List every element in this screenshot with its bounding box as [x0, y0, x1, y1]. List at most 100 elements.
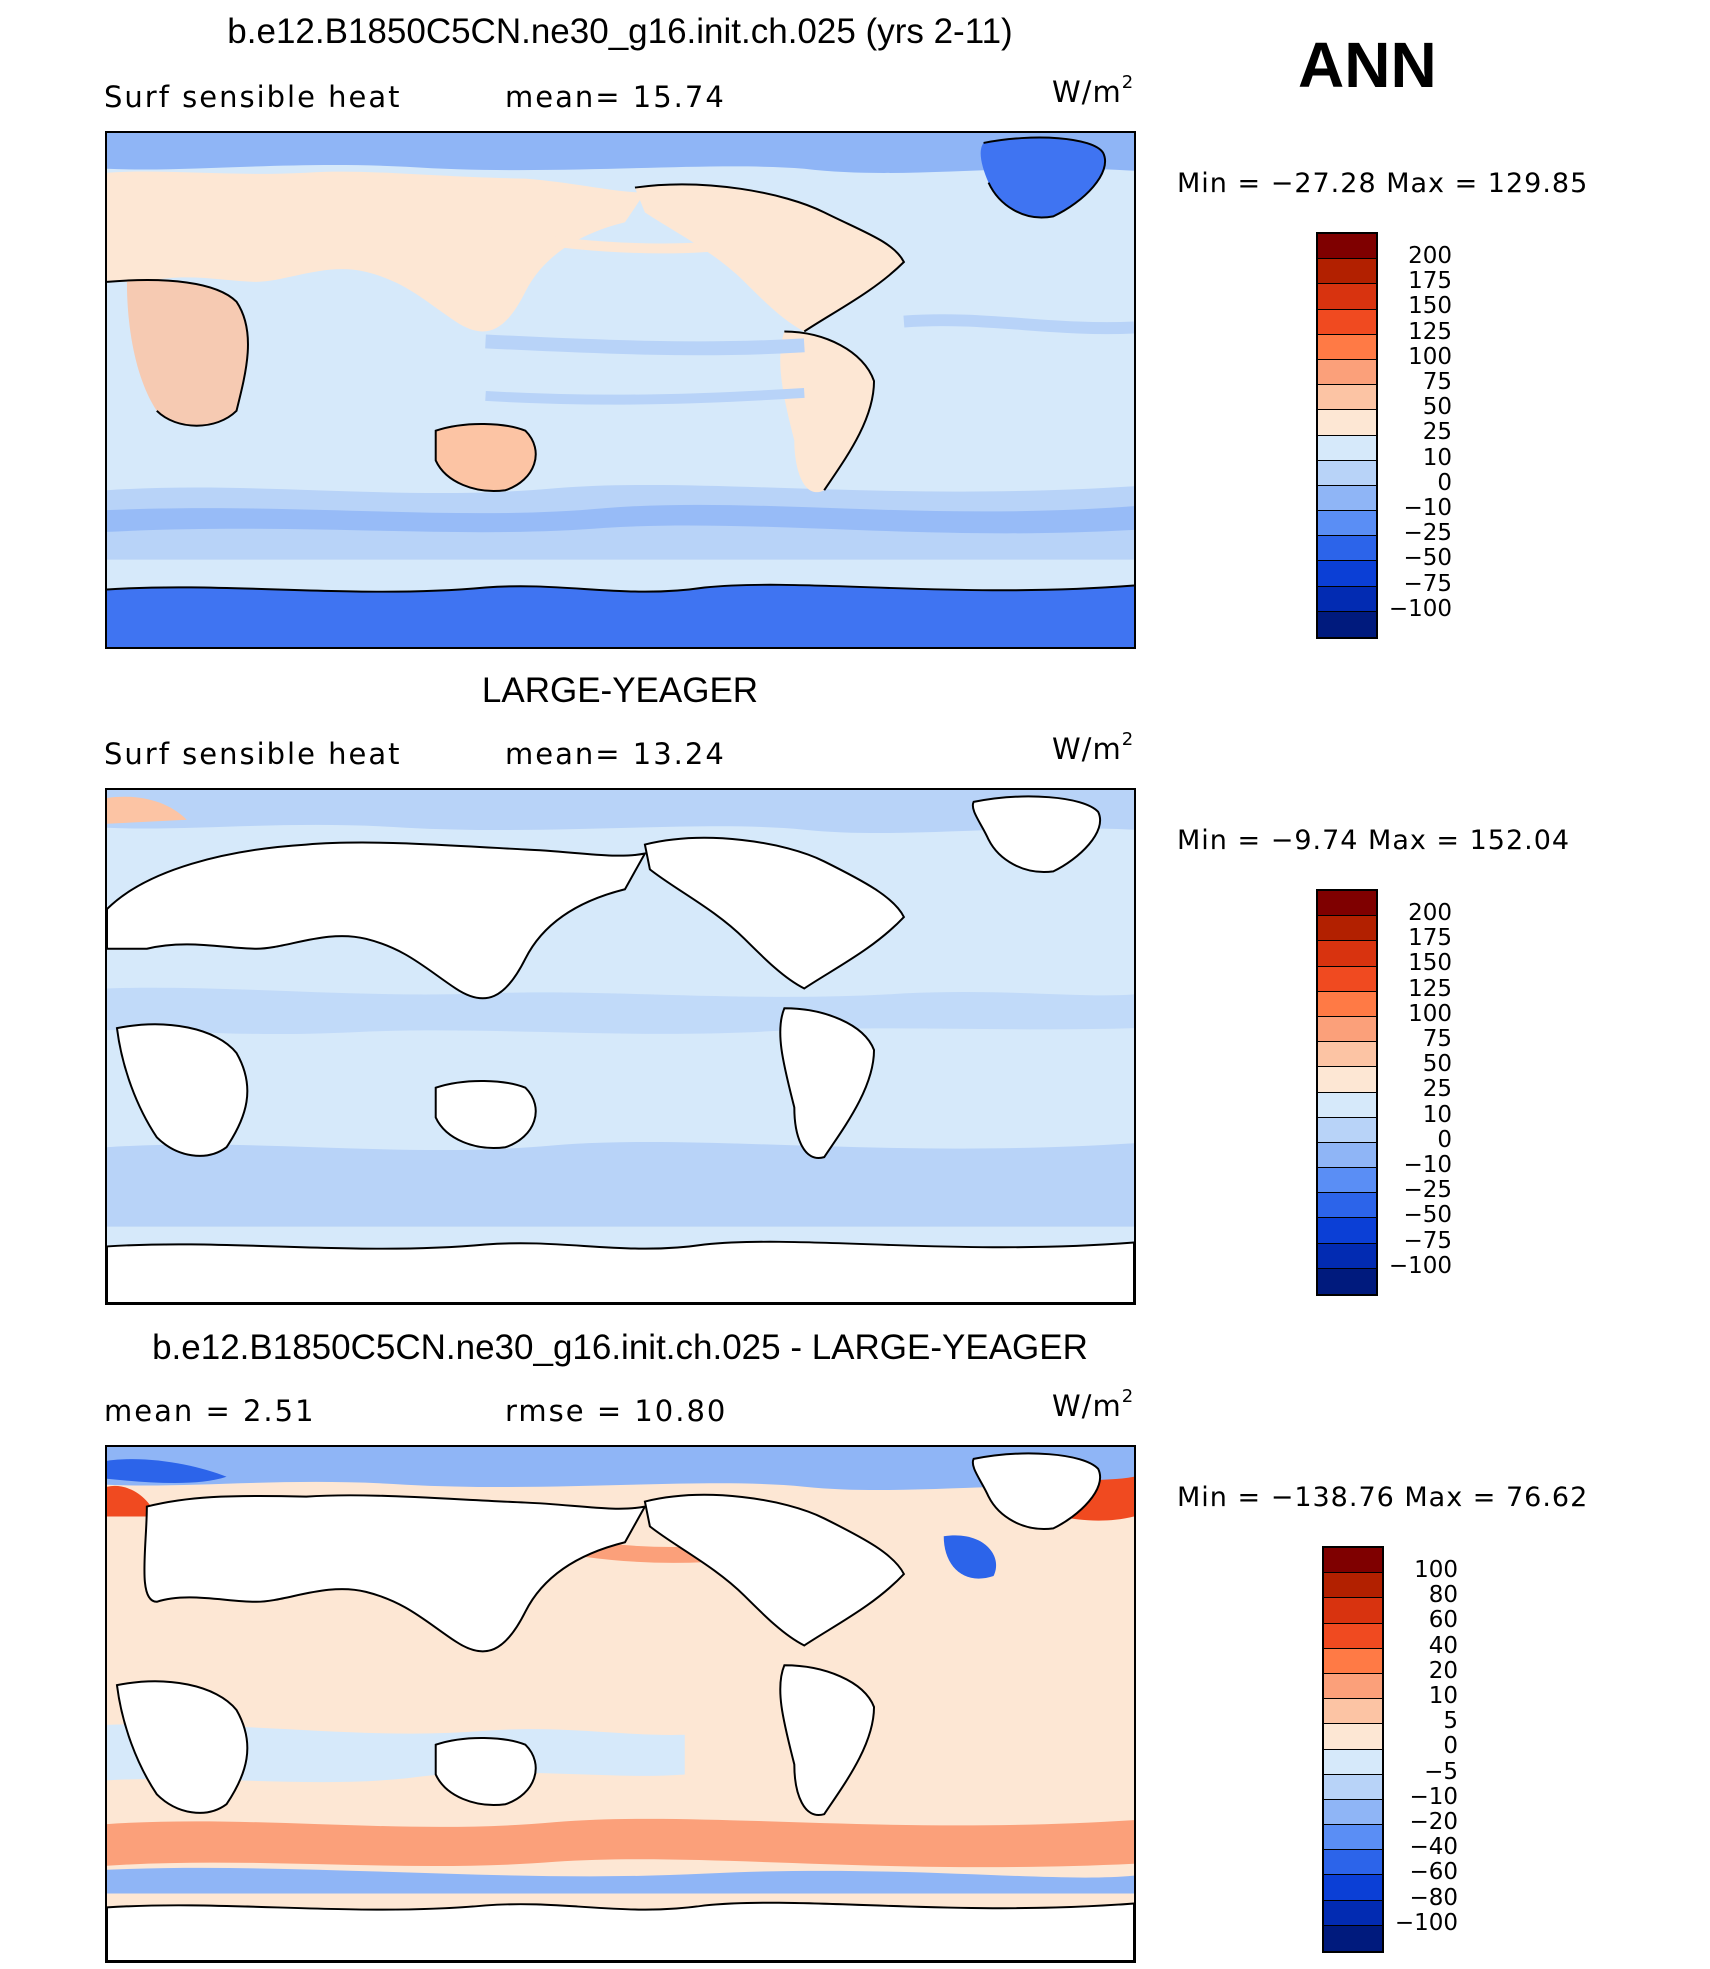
panel-3-title: b.e12.B1850C5CN.ne30_g16.init.ch.025 - L…	[152, 1328, 1088, 1367]
colorbar-box	[1324, 1850, 1382, 1876]
colorbar-label: 0	[1443, 1733, 1458, 1760]
colorbar-label: 125	[1408, 318, 1452, 345]
colorbar-box	[1324, 1900, 1382, 1926]
colorbar-label: −20	[1409, 1809, 1458, 1835]
colorbar-label: −25	[1403, 520, 1452, 547]
colorbar-box	[1318, 941, 1376, 967]
panel-1-map	[105, 131, 1136, 649]
panel-2-variable: Surf sensible heat	[104, 737, 402, 771]
panel-2-mean: mean= 13.24	[505, 737, 726, 771]
panel-1-map-svg	[107, 133, 1134, 647]
colorbar-box	[1318, 1218, 1376, 1244]
colorbar-label: 75	[1422, 369, 1452, 395]
colorbar-box	[1324, 1925, 1382, 1951]
colorbar-box	[1318, 536, 1376, 562]
colorbar-label: 40	[1428, 1632, 1458, 1659]
colorbar-box	[1324, 1774, 1382, 1800]
panel-3-mean: mean = 2.51	[104, 1394, 316, 1428]
colorbar-box	[1318, 309, 1376, 335]
colorbar-label: −80	[1409, 1884, 1458, 1911]
colorbar-box	[1324, 1573, 1382, 1599]
colorbar-label: 10	[1428, 1683, 1458, 1709]
colorbar-box	[1324, 1623, 1382, 1649]
colorbar-box	[1318, 1268, 1376, 1294]
colorbar-label: 50	[1422, 1051, 1452, 1078]
colorbar-box	[1318, 511, 1376, 537]
colorbar-label: −10	[1409, 1783, 1458, 1810]
panel-1-minmax: Min = −27.28 Max = 129.85	[1177, 168, 1589, 199]
colorbar-box	[1324, 1724, 1382, 1750]
colorbar-box	[1318, 1016, 1376, 1043]
colorbar-box	[1318, 561, 1376, 587]
panel-2-title: LARGE-YEAGER	[481, 671, 759, 710]
colorbar-label: 80	[1428, 1582, 1458, 1609]
panel-2-map	[105, 788, 1136, 1305]
colorbar-label: 100	[1408, 343, 1452, 370]
colorbar-label: 5	[1443, 1708, 1458, 1735]
panel-2-minmax: Min = −9.74 Max = 152.04	[1177, 825, 1571, 856]
colorbar-box	[1324, 1673, 1382, 1700]
panel-3-minmax: Min = −138.76 Max = 76.62	[1177, 1482, 1589, 1513]
colorbar-box	[1324, 1648, 1382, 1674]
colorbar-label: 25	[1422, 1076, 1452, 1103]
colorbar-label: 10	[1422, 444, 1452, 471]
panel-3-units: W/m2	[1052, 1386, 1135, 1423]
season-label: ANN	[1298, 29, 1437, 101]
colorbar-box	[1318, 1092, 1376, 1118]
colorbar-box	[1318, 611, 1376, 637]
colorbar-box	[1318, 966, 1376, 992]
colorbar-box	[1318, 359, 1376, 386]
colorbar-label: 20	[1428, 1657, 1458, 1684]
colorbar-label: 100	[1414, 1557, 1458, 1583]
colorbar-label: −10	[1403, 1152, 1452, 1178]
colorbar-box	[1318, 891, 1376, 917]
colorbar-label: 175	[1408, 268, 1452, 295]
colorbar-label: −50	[1403, 1202, 1452, 1229]
panel-2-colorbar	[1316, 889, 1378, 1296]
colorbar-label: −50	[1403, 545, 1452, 572]
colorbar-box	[1318, 234, 1376, 260]
colorbar-box	[1318, 385, 1376, 411]
colorbar-box	[1318, 1067, 1376, 1093]
colorbar-box	[1318, 586, 1376, 612]
colorbar-box	[1318, 334, 1376, 360]
panel-1-units: W/m2	[1052, 72, 1135, 109]
colorbar-box	[1318, 460, 1376, 486]
colorbar-box	[1318, 485, 1376, 512]
colorbar-label: −40	[1409, 1834, 1458, 1861]
colorbar-box	[1324, 1825, 1382, 1851]
panel-3-colorbar	[1322, 1546, 1384, 1953]
colorbar-label: −100	[1388, 1252, 1452, 1279]
colorbar-box	[1324, 1598, 1382, 1624]
colorbar-label: −60	[1409, 1859, 1458, 1886]
colorbar-label: −25	[1403, 1177, 1452, 1204]
colorbar-box	[1318, 1117, 1376, 1143]
colorbar-label: −75	[1403, 1227, 1452, 1254]
colorbar-label: −10	[1403, 495, 1452, 521]
colorbar-label: 60	[1428, 1607, 1458, 1634]
colorbar-label: 75	[1422, 1026, 1452, 1052]
colorbar-box	[1318, 1193, 1376, 1219]
panel-3-rmse: rmse = 10.80	[505, 1394, 728, 1428]
colorbar-label: 175	[1408, 925, 1452, 952]
panel-1-variable: Surf sensible heat	[104, 80, 402, 114]
colorbar-label: −100	[1394, 1909, 1458, 1936]
panel-2-map-svg	[107, 790, 1134, 1303]
colorbar-label: 150	[1408, 293, 1452, 320]
panel-1-title: b.e12.B1850C5CN.ne30_g16.init.ch.025 (yr…	[227, 12, 1013, 51]
colorbar-label: 200	[1408, 243, 1452, 269]
colorbar-box	[1318, 991, 1376, 1017]
colorbar-label: 50	[1422, 394, 1452, 421]
colorbar-box	[1318, 1168, 1376, 1194]
colorbar-box	[1318, 259, 1376, 285]
panel-1-colorbar	[1316, 232, 1378, 639]
colorbar-box	[1324, 1799, 1382, 1826]
colorbar-box	[1318, 1042, 1376, 1068]
colorbar-label: 25	[1422, 419, 1452, 446]
panel-3-map	[105, 1445, 1136, 1963]
colorbar-box	[1318, 435, 1376, 461]
colorbar-label: 100	[1408, 1000, 1452, 1027]
colorbar-box	[1324, 1749, 1382, 1775]
colorbar-box	[1324, 1699, 1382, 1725]
colorbar-label: 0	[1437, 469, 1452, 496]
